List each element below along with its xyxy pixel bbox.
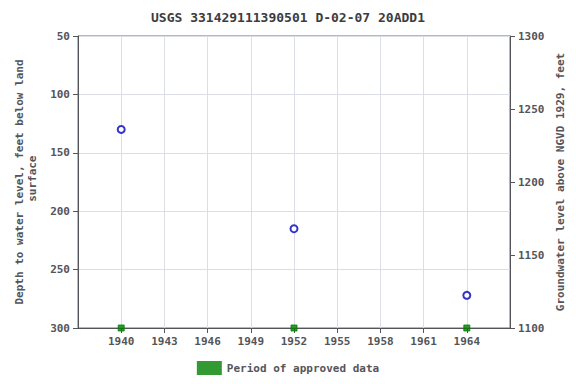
svg-text:1946: 1946 [194,335,221,348]
svg-text:1250: 1250 [518,103,545,116]
svg-text:200: 200 [50,205,70,218]
svg-text:surface: surface [26,155,39,208]
svg-text:USGS 331429111390501 D-02-07 2: USGS 331429111390501 D-02-07 20ADD1 [151,10,425,25]
svg-text:50: 50 [57,30,70,43]
svg-text:1949: 1949 [238,335,264,348]
svg-text:1200: 1200 [518,176,545,189]
svg-text:1940: 1940 [108,335,135,348]
svg-text:1150: 1150 [518,249,545,262]
svg-text:Groundwater level above NGVD 1: Groundwater level above NGVD 1929, feet [554,53,567,311]
svg-text:1961: 1961 [410,335,437,348]
svg-text:1943: 1943 [151,335,178,348]
svg-text:150: 150 [50,146,70,159]
svg-text:1964: 1964 [454,335,481,348]
svg-text:1955: 1955 [324,335,351,348]
svg-text:Period of approved data: Period of approved data [227,362,379,375]
svg-text:300: 300 [50,322,70,335]
svg-text:1958: 1958 [367,335,394,348]
svg-text:1952: 1952 [281,335,308,348]
svg-text:Depth to water level, feet bel: Depth to water level, feet below land [13,59,26,304]
svg-text:1100: 1100 [518,322,545,335]
svg-text:100: 100 [50,88,70,101]
svg-text:1300: 1300 [518,30,545,43]
svg-text:250: 250 [50,263,70,276]
